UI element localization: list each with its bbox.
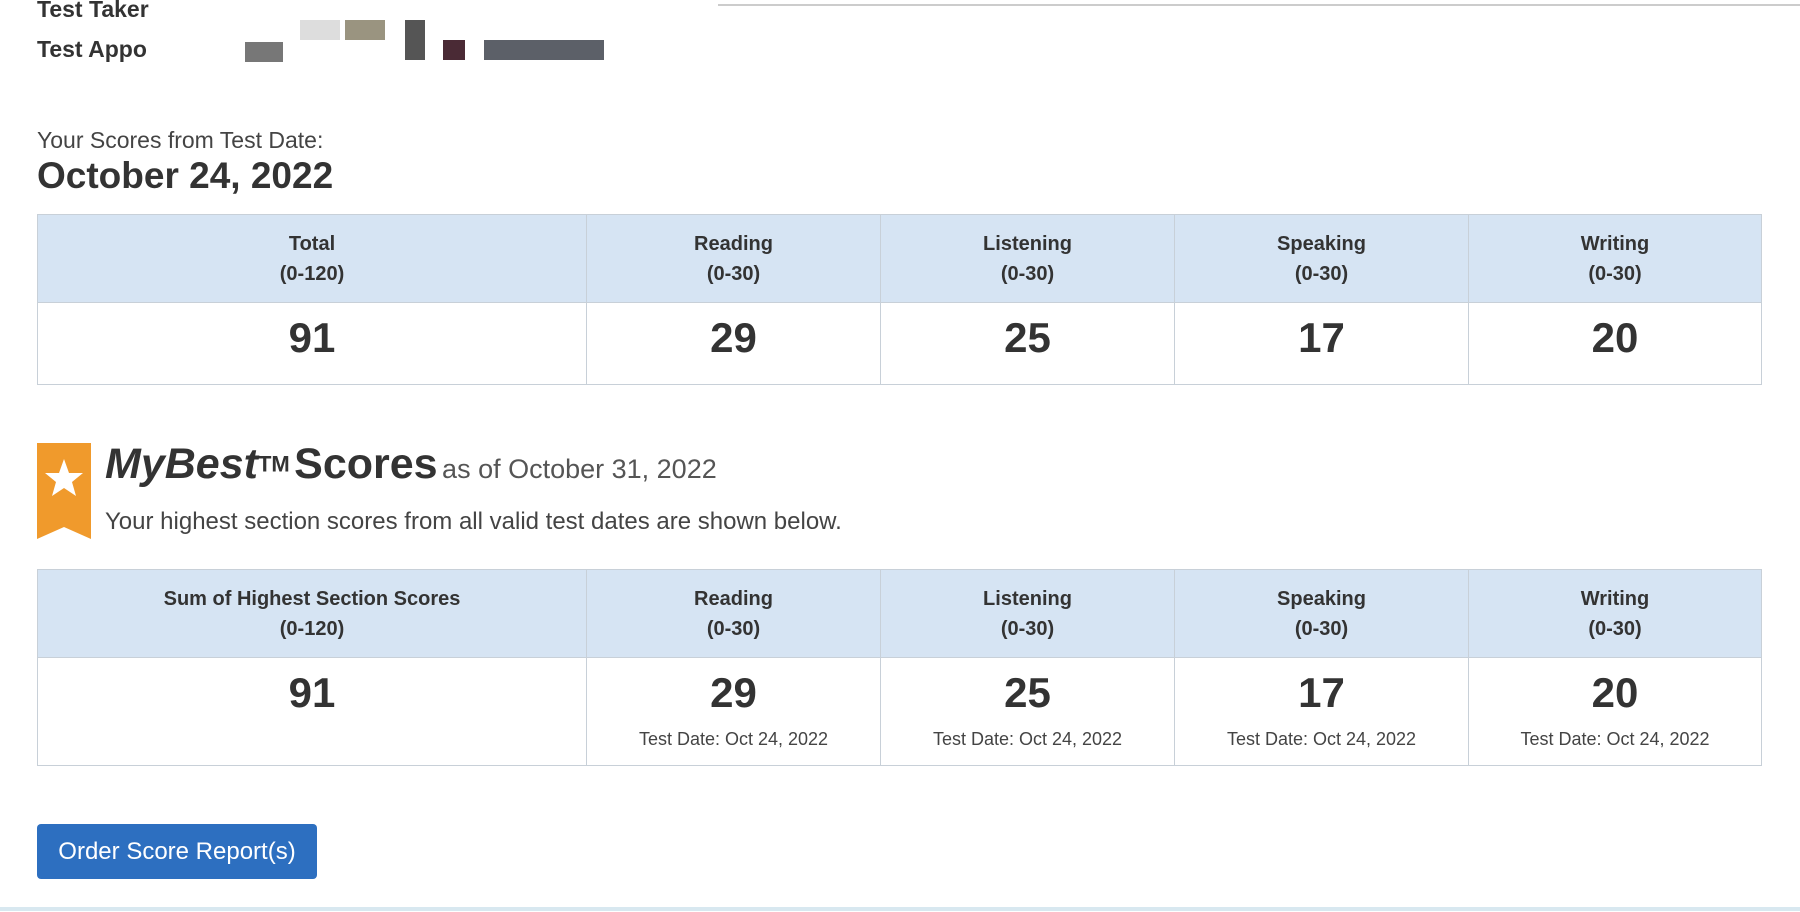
header-row: Total (0-120) Reading (0-30) Listening (0-30)…: [37, 214, 1762, 303]
mybest-table: Sum of Highest Section Scores (0-120) Read…: [37, 569, 1762, 766]
score: 91: [288, 669, 336, 716]
section-name: Reading: [694, 587, 773, 610]
score-range: (0-30): [1588, 262, 1642, 285]
column-header: Speaking (0-30): [1174, 569, 1469, 658]
score-range: (0-30): [1588, 617, 1642, 640]
column-header: Total (0-120): [37, 214, 587, 303]
score-row: 91 29 Test Date: Oct 24, 2022 25 Test Date: …: [37, 657, 1762, 766]
score: 17: [1298, 669, 1345, 716]
score-cell: 20 Test Date: Oct 24, 2022: [1468, 657, 1762, 766]
column-header: Reading (0-30): [586, 214, 881, 303]
scores-intro: Your Scores from Test Date:: [37, 127, 324, 153]
column-header: Listening (0-30): [880, 569, 1175, 658]
score: 29: [710, 669, 757, 716]
scores-table: Total (0-120) Reading (0-30) Listening (0-30)…: [37, 214, 1762, 385]
section-name: Listening: [983, 587, 1072, 610]
score-cell: 91: [37, 302, 587, 385]
column-header: Writing (0-30): [1468, 214, 1762, 303]
section-name: Speaking: [1277, 232, 1366, 255]
trademark: TM: [257, 451, 290, 477]
score: 29: [710, 314, 757, 361]
bottom-rule: [0, 907, 1800, 911]
score: 25: [1004, 314, 1051, 361]
score-range: (0-120): [279, 617, 345, 640]
order-score-report-button[interactable]: Order Score Report(s): [37, 824, 317, 879]
test-taker-label: Test Taker: [37, 0, 149, 22]
section-name: Writing: [1580, 232, 1650, 255]
section-name: Listening: [983, 232, 1072, 255]
mybest-as-of: as of October 31, 2022: [442, 454, 717, 484]
section-name: Total: [288, 232, 336, 255]
score-cell: 17 Test Date: Oct 24, 2022: [1174, 657, 1469, 766]
score-cell: 25: [880, 302, 1175, 385]
score-range: (0-30): [706, 617, 761, 640]
mybest-title: MyBestTM Scores as of October 31, 2022: [105, 440, 717, 489]
score: 20: [1591, 669, 1639, 716]
score: 17: [1298, 314, 1345, 361]
test-date: Test Date: Oct 24, 2022: [1226, 729, 1417, 749]
test-date: Test Date: Oct 24, 2022: [932, 729, 1123, 749]
top-rule: [718, 4, 1800, 6]
test-date: Test Date: Oct 24, 2022: [1520, 729, 1710, 749]
test-date: Test Date: Oct 24, 2022: [638, 729, 829, 749]
mybest-title-rest: Scores: [294, 440, 438, 488]
column-header: Sum of Highest Section Scores (0-120): [37, 569, 587, 658]
score-cell: 29: [586, 302, 881, 385]
section-name: Writing: [1580, 587, 1650, 610]
mybest-subtitle: Your highest section scores from all val…: [105, 508, 842, 535]
test-date: October 24, 2022: [37, 155, 334, 196]
score-cell: 91: [37, 657, 587, 766]
column-header: Reading (0-30): [586, 569, 881, 658]
header-row: Sum of Highest Section Scores (0-120) Read…: [37, 569, 1762, 658]
section-name: Sum of Highest Section Scores: [163, 587, 461, 610]
column-header: Writing (0-30): [1468, 569, 1762, 658]
mybest-title-italic: MyBest: [105, 440, 258, 488]
score-cell: 20: [1468, 302, 1762, 385]
score-cell: 17: [1174, 302, 1469, 385]
score-range: (0-30): [706, 262, 761, 285]
mybest-badge: [37, 443, 91, 539]
score: 91: [288, 314, 336, 361]
column-header: Speaking (0-30): [1174, 214, 1469, 303]
score-cell: 25 Test Date: Oct 24, 2022: [880, 657, 1175, 766]
score-range: (0-30): [1294, 617, 1349, 640]
score: 20: [1591, 314, 1639, 361]
score-row: 91 29 25 17 20: [37, 302, 1762, 385]
column-header: Listening (0-30): [880, 214, 1175, 303]
score-range: (0-30): [1294, 262, 1349, 285]
score-cell: 29 Test Date: Oct 24, 2022: [586, 657, 881, 766]
test-appointment-label: Test Appo: [37, 36, 147, 62]
section-name: Speaking: [1277, 587, 1366, 610]
score-range: (0-30): [1000, 262, 1055, 285]
section-name: Reading: [694, 232, 773, 255]
score-range: (0-120): [279, 262, 345, 285]
score-range: (0-30): [1000, 617, 1055, 640]
score: 25: [1004, 669, 1051, 716]
